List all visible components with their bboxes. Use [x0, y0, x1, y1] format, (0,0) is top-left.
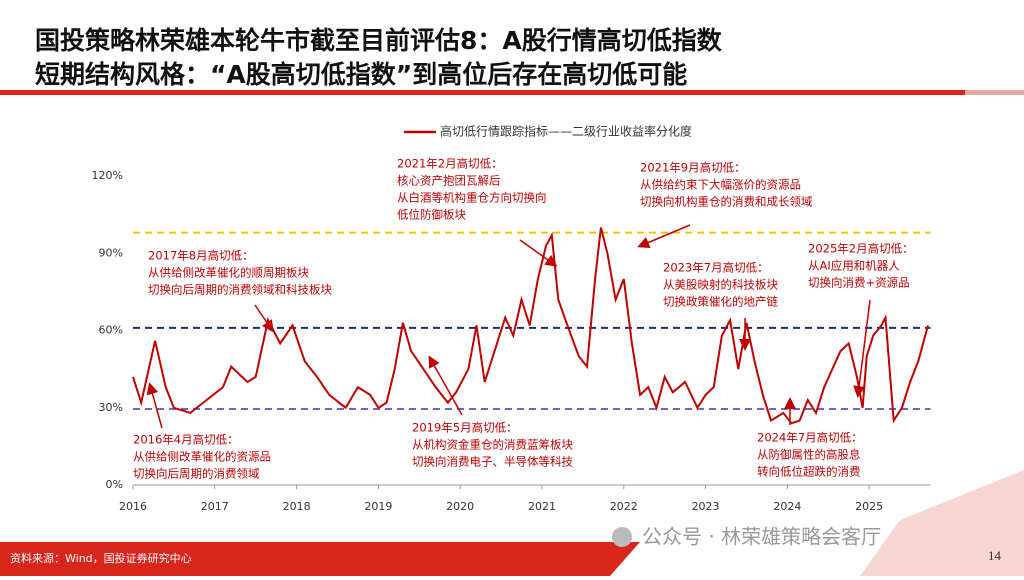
- annotation-line: 从供给约束下大幅涨价的资源品: [640, 178, 801, 192]
- annotation-line: 切换向消费+资源品: [808, 276, 910, 290]
- slide-subtitle: 短期结构风格：“A股高切低指数”到高位后存在高切低可能: [35, 60, 687, 89]
- annotation-arrow: [519, 239, 558, 267]
- footer-band: [0, 542, 640, 576]
- y-tick-label: 30%: [99, 401, 123, 414]
- y-tick-label: 120%: [92, 169, 123, 182]
- annotation-title: 2025年2月高切低：: [808, 242, 914, 256]
- annotation-line: 从防御属性的高股息: [757, 448, 861, 462]
- y-tick-label: 90%: [99, 246, 123, 259]
- annotation-arrow: [637, 224, 691, 249]
- data-line: [132, 227, 929, 425]
- annotation-line: 切换向后周期的消费领域和科技板块: [148, 283, 332, 297]
- annotation-title: 2021年2月高切低：: [397, 157, 503, 171]
- annotation-line: 从白酒等机构重仓方向切换向: [397, 191, 547, 205]
- annotation-line: 从供给侧改革催化的资源品: [133, 450, 271, 464]
- y-tick-label: 60%: [99, 324, 123, 337]
- annotation-line: 从机构资金重仓的消费蓝筹板块: [412, 438, 573, 452]
- x-tick-label: 2023: [692, 500, 720, 513]
- annotation-line: 切换向机构重仓的消费和成长领域: [640, 195, 813, 209]
- annotation-line: 切换向后周期的消费领域: [133, 467, 260, 481]
- source-note: 资料来源：Wind，国投证券研究中心: [10, 551, 192, 565]
- x-tick-label: 2017: [201, 500, 229, 513]
- annotation-title: 2021年9月高切低：: [640, 161, 746, 175]
- x-tick-label: 2020: [446, 500, 474, 513]
- slide-title: 国投策略林荣雄本轮牛市截至目前评估8：A股行情高切低指数: [35, 26, 723, 55]
- x-tick-label: 2019: [364, 500, 392, 513]
- title-bar-tail: [965, 90, 1024, 95]
- annotation-arrow: [428, 355, 463, 416]
- x-tick-label: 2018: [283, 500, 311, 513]
- annotation-line: 切换向消费电子、半导体等科技: [412, 455, 573, 469]
- annotation-line: 核心资产抱团瓦解后: [397, 174, 501, 188]
- x-tick-label: 2016: [119, 500, 147, 513]
- annotation-line: 切换政策催化的地产链: [663, 295, 778, 309]
- watermark: 公众号 · 林荣雄策略会客厅: [642, 525, 881, 549]
- annotation-title: 2016年4月高切低：: [133, 433, 239, 447]
- annotation-line: 低位防御板块: [397, 208, 466, 222]
- x-tick-label: 2021: [528, 500, 556, 513]
- annotation-title: 2024年7月高切低：: [757, 431, 863, 445]
- annotation-arrow: [146, 382, 163, 429]
- footer-accent: [860, 470, 1024, 576]
- annotation-title: 2017年8月高切低：: [148, 249, 254, 263]
- annotation-title: 2023年7月高切低：: [663, 261, 769, 275]
- annotation-line: 从AI应用和机器人: [808, 259, 900, 273]
- annotation-line: 转向低位超跌的消费: [757, 465, 861, 479]
- page-number: 14: [988, 548, 1002, 563]
- plot: 0% 30% 60% 90% 120% 2016 2017 2018 2019 2020 2021 2…: [92, 157, 931, 513]
- title-bar: [0, 90, 965, 95]
- annotation-line: 从美股映射的科技板块: [663, 278, 778, 292]
- x-tick-label: 2024: [773, 500, 801, 513]
- watermark-icon: [612, 527, 632, 547]
- y-tick-label: 0%: [106, 478, 123, 491]
- annotation-arrow: [254, 304, 274, 333]
- legend-label: 高切低行情跟踪指标——二级行业收益率分化度: [440, 124, 692, 139]
- x-tick-label: 2025: [855, 500, 883, 513]
- annotation-line: 从供给侧改革催化的顺周期板块: [148, 266, 309, 280]
- annotation-title: 2019年5月高切低：: [412, 421, 518, 435]
- annotation-arrow: [853, 299, 871, 398]
- x-tick-label: 2022: [610, 500, 638, 513]
